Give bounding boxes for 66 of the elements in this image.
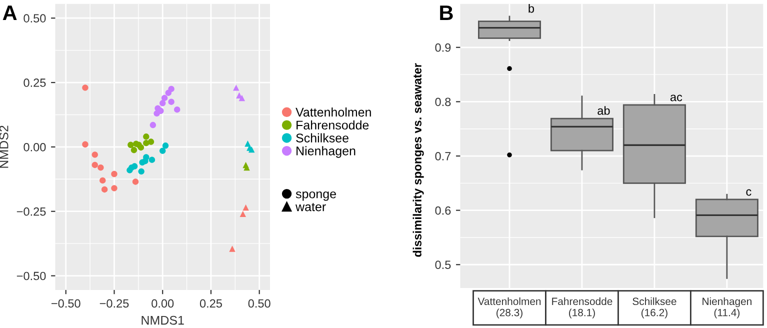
y-tick-label: −0.25 [16,207,46,216]
y-tick-label: 0.25 [24,78,46,87]
point [229,246,236,252]
legend-label: Vattenholmen [296,107,371,117]
point [111,185,118,192]
point [82,84,88,91]
x-tick-label: Schilksee (16.2) [632,297,676,318]
y-axis-title: dissimilarity sponges vs. seawater [412,63,424,257]
point [244,164,250,171]
point [138,168,144,175]
point [132,178,139,185]
x-tick-label: Fahrensodde (18.1) [552,297,612,318]
legend-label: Schilksee [296,133,348,142]
point [82,141,88,148]
y-tick-label: −0.50 [16,272,46,280]
y-tick-label: 0.7 [435,152,451,160]
point [111,170,118,178]
y-tick-label: 0.00 [24,142,46,152]
point [242,204,249,211]
x-tick-label: 0.25 [200,299,222,308]
point [168,86,174,92]
point [131,163,138,170]
annotation: b [528,4,534,13]
point [98,164,104,171]
point [174,106,180,113]
legend-label: Fahrensodde [296,120,369,130]
point [233,84,240,91]
point [130,146,138,154]
x-tick-label: −0.25 [100,299,129,308]
point [150,122,156,128]
point [240,210,246,218]
legend-label: Nienhagen [296,146,356,158]
point [143,154,150,160]
point [100,177,106,184]
y-tick-label: 0.5 [435,260,451,270]
annotation: ab [598,106,610,115]
x-tick-label: Nienhagen (11.4) [702,297,752,318]
x-tick-label: 0.50 [248,299,270,308]
x-tick-label: Vattenholmen (28.3) [478,297,541,318]
point [160,100,166,106]
point [128,142,134,148]
text: sponge [296,191,336,201]
annotation: c [746,189,752,196]
point [168,98,174,105]
annotation: ac [670,94,682,102]
y-tick-label: 0.6 [435,206,451,215]
x-tick-label: −0.50 [52,299,80,308]
y-tick-label: 0.8 [435,98,451,106]
y-tick-label: 0.9 [435,43,451,52]
point [101,186,108,193]
point [160,148,166,154]
chart-title: A [2,6,17,20]
x-axis-title: NMDS1 [142,316,184,325]
text: water [296,203,326,212]
point [148,138,154,145]
x-tick-label: 0.00 [152,299,174,308]
point [92,152,98,158]
point [148,156,156,163]
y-tick-label: 0.50 [24,14,46,22]
point [138,144,144,151]
point [92,162,98,168]
point [161,94,168,102]
point [162,142,169,149]
chart-title: B [440,6,453,20]
point [238,94,246,102]
point [143,134,150,140]
